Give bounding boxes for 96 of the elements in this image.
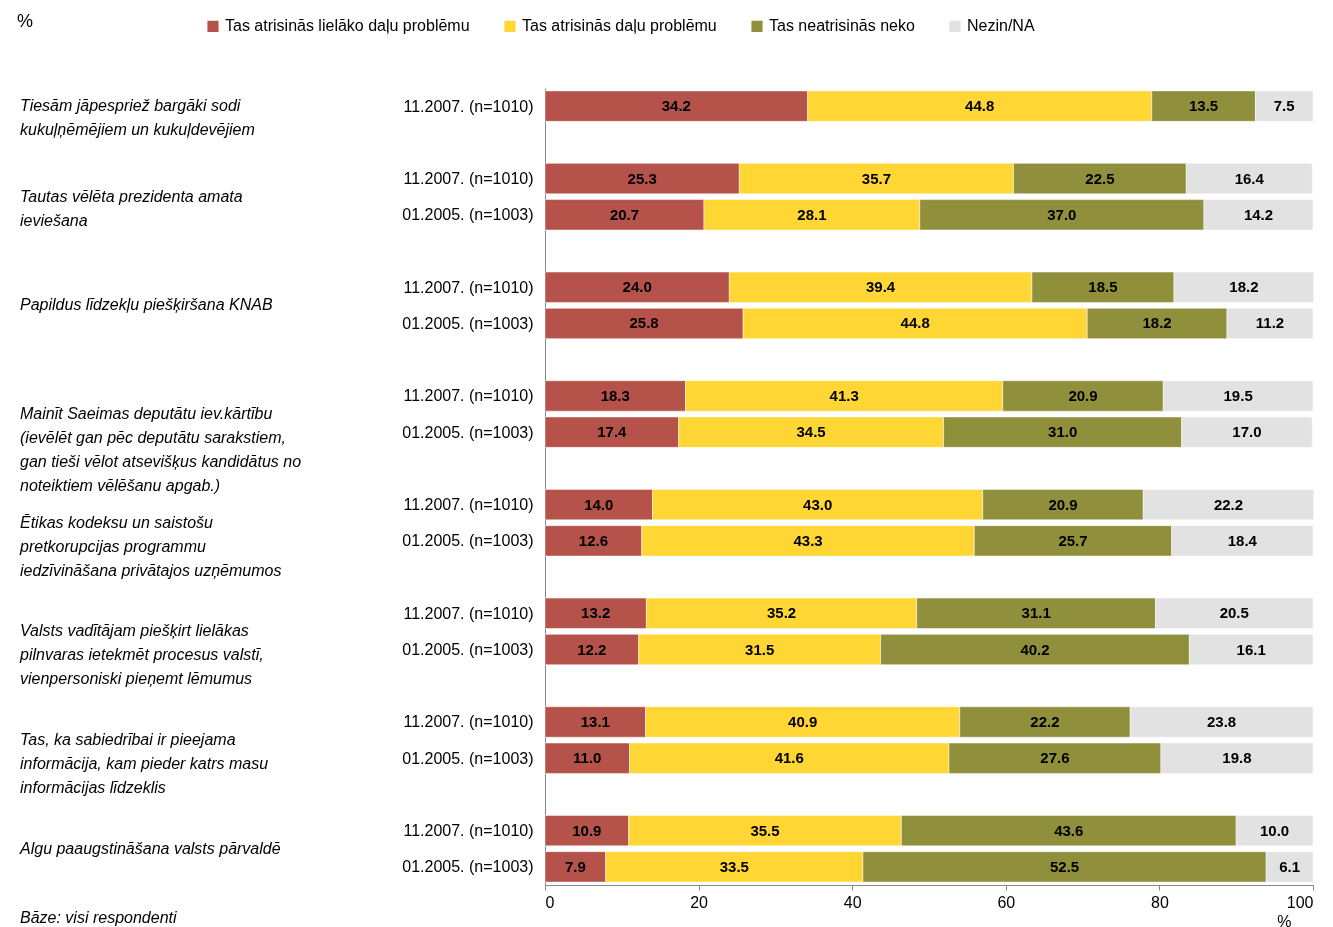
data-label: 17.4	[597, 423, 628, 441]
data-label: 19.5	[1223, 386, 1253, 404]
y-tick-label: 11.2007. (n=1010)	[403, 170, 534, 188]
data-label: 39.4	[866, 278, 896, 296]
data-label: 28.1	[797, 205, 827, 223]
y-tick-label: 11.2007. (n=1010)	[403, 604, 534, 622]
y-tick-label: 01.2005. (n=1003)	[402, 314, 534, 332]
data-label: 33.5	[719, 857, 749, 875]
data-label: 10.9	[572, 821, 602, 839]
legend-label: Tas atrisinās daļu problēmu	[522, 17, 717, 35]
data-label: 18.4	[1227, 531, 1258, 549]
data-label: 11.0	[573, 749, 602, 767]
data-label: 11.2	[1255, 314, 1285, 332]
data-label: 25.7	[1058, 531, 1088, 549]
data-label: 41.6	[774, 749, 804, 767]
legend-label: Nezin/NA	[967, 17, 1035, 35]
data-label: 44.8	[965, 97, 995, 115]
data-label: 52.5	[1049, 857, 1080, 875]
data-label: 13.2	[581, 604, 611, 622]
data-label: 24.0	[622, 278, 652, 296]
x-tick-label: 80	[1151, 893, 1169, 911]
y-tick-label: 01.2005. (n=1003)	[402, 641, 534, 659]
data-label: 16.4	[1234, 169, 1265, 187]
y-tick-label: 01.2005. (n=1003)	[402, 858, 534, 876]
data-label: 31.0	[1048, 423, 1078, 441]
y-tick-label: 01.2005. (n=1003)	[402, 423, 534, 441]
data-label: 14.2	[1243, 205, 1274, 223]
y-tick-label: 11.2007. (n=1010)	[403, 278, 534, 296]
x-tick-label: 0	[545, 893, 555, 911]
data-label: 22.2	[1030, 712, 1060, 730]
data-label: 19.8	[1222, 749, 1252, 767]
data-label: 40.9	[788, 712, 818, 730]
legend-label: Tas atrisinās lielāko daļu problēmu	[225, 17, 470, 35]
y-tick-label: 11.2007. (n=1010)	[403, 822, 534, 840]
data-label: 27.6	[1040, 749, 1070, 767]
x-tick-label: 20	[690, 893, 709, 911]
x-axis-title: %	[1277, 912, 1292, 927]
data-label: 6.1	[1279, 857, 1301, 875]
data-label: 41.3	[829, 386, 859, 404]
data-label: 22.5	[1085, 169, 1115, 187]
data-label: 43.3	[793, 531, 823, 549]
text: Valsts vadītājam piešķirt lielākas pilnvaras ietekmēt procesus valstī, vienpersoniski pieņemt lēmumus	[19, 622, 264, 688]
text: Tas, ka sabiedrībai ir pieejama informācija, kam pieder katrs masu informācijas līdzeklis	[20, 731, 269, 797]
text: Papildus līdzekļu piešķiršana KNAB	[20, 296, 273, 314]
x-tick-label: 100	[1286, 893, 1314, 911]
data-label: 7.5	[1273, 97, 1295, 115]
data-label: 40.2	[1020, 640, 1050, 658]
y-tick-label: 01.2005. (n=1003)	[402, 532, 534, 550]
y-tick-label: 11.2007. (n=1010)	[403, 713, 534, 731]
x-tick-label: 60	[997, 893, 1016, 911]
legend-label: Tas neatrisinās neko	[769, 17, 915, 35]
y-tick-label: 01.2005. (n=1003)	[402, 206, 534, 224]
data-label: 35.5	[750, 821, 780, 839]
data-label: 14.0	[584, 495, 614, 513]
data-label: 18.2	[1229, 278, 1259, 296]
data-label: 12.2	[577, 640, 607, 658]
data-label: 31.5	[745, 640, 775, 658]
data-label: 18.2	[1142, 314, 1172, 332]
text: %	[17, 11, 34, 31]
y-tick-label: 11.2007. (n=1010)	[403, 97, 534, 115]
data-label: 18.3	[600, 386, 630, 404]
x-tick-label: 40	[843, 893, 862, 911]
data-label: 20.9	[1068, 386, 1098, 404]
text: Tautas vēlēta prezidenta amata ieviešana	[20, 187, 243, 229]
y-tick-label: 11.2007. (n=1010)	[403, 387, 534, 405]
text: Mainīt Saeimas deputātu iev.kārtību (ievēlēt gan pēc deputātu sarakstiem, gan tieši vēlot atsevišķus kandidātus no noteiktiem vēlēšanu apgab.)	[20, 405, 302, 495]
data-label: 20.7	[609, 205, 640, 223]
data-label: 35.2	[766, 604, 797, 622]
data-label: 31.1	[1021, 604, 1051, 622]
data-label: 13.1	[580, 712, 610, 730]
text: Tiesām jāpespriež bargāki sodi kukuļņēmējiem un kukuļdevējiem	[20, 97, 255, 139]
data-label: 34.2	[661, 97, 691, 115]
y-tick-label: 11.2007. (n=1010)	[403, 496, 534, 514]
data-label: 44.8	[900, 314, 930, 332]
y-tick-label: 01.2005. (n=1003)	[402, 749, 534, 767]
text: Algu paaugstināšana valsts pārvaldē	[19, 839, 281, 857]
data-label: 12.6	[578, 531, 608, 549]
data-label: 25.8	[629, 314, 659, 332]
data-label: 37.0	[1047, 205, 1077, 223]
data-label: 16.1	[1236, 640, 1266, 658]
text: Ētikas kodeksu un saistošu pretkorupcijas programmu iedzīvināšana privātajos uzņēmumos	[19, 513, 282, 579]
data-label: 7.9	[564, 857, 586, 875]
data-label: 20.5	[1219, 604, 1249, 622]
data-label: 25.3	[627, 169, 657, 187]
text: Bāze: visi respondenti	[20, 909, 177, 926]
data-label: 43.6	[1054, 821, 1084, 839]
data-label: 43.0	[803, 495, 833, 513]
data-label: 34.5	[796, 423, 826, 441]
data-label: 13.5	[1188, 97, 1219, 115]
data-label: 22.2	[1213, 495, 1244, 513]
data-label: 17.0	[1232, 423, 1262, 441]
data-label: 18.5	[1088, 278, 1118, 296]
data-label: 10.0	[1260, 821, 1290, 839]
data-label: 20.9	[1048, 495, 1078, 513]
data-label: 23.8	[1207, 712, 1237, 730]
data-label: 35.7	[861, 169, 891, 187]
